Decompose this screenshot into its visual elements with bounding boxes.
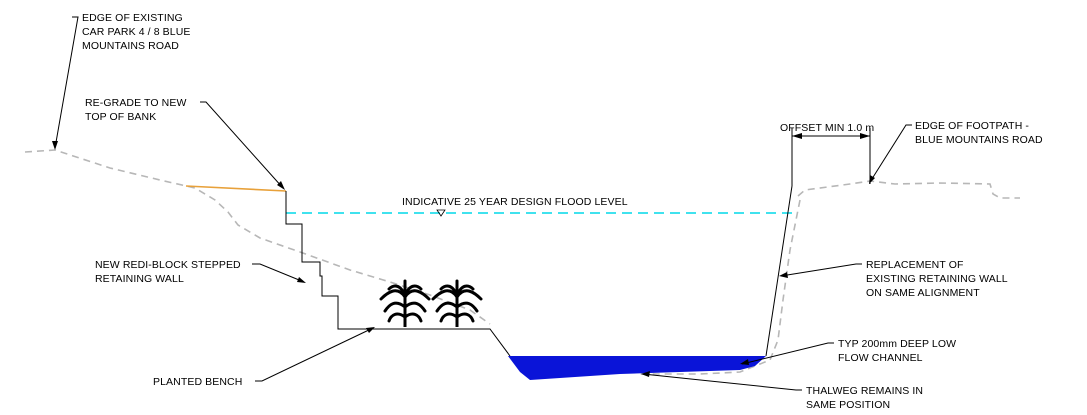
low-flow-label: TYP 200mm DEEP LOW FLOW CHANNEL bbox=[838, 338, 959, 364]
replacement-label: REPLACEMENT OF EXISTING RETAINING WALL O… bbox=[866, 259, 1010, 299]
plant-icon bbox=[379, 279, 431, 327]
car-park-label: EDGE OF EXISTING CAR PARK 4 / 8 BLUE MOU… bbox=[82, 12, 194, 52]
stepped-retaining-wall bbox=[285, 191, 511, 357]
offset-label: OFFSET MIN 1.0 m bbox=[780, 122, 874, 134]
thalweg-label: THALWEG REMAINS IN SAME POSITION bbox=[806, 385, 926, 411]
low-flow-channel bbox=[508, 356, 766, 380]
offset-dimension bbox=[791, 128, 871, 186]
flood-level-label: INDICATIVE 25 YEAR DESIGN FLOOD LEVEL bbox=[402, 196, 628, 208]
existing-ground-left bbox=[24, 149, 491, 325]
retaining-wall-label: NEW REDI-BLOCK STEPPED RETAINING WALL bbox=[95, 259, 244, 285]
planted-bench-label: PLANTED BENCH bbox=[153, 376, 242, 388]
regrade-label: RE-GRADE TO NEW TOP OF BANK bbox=[85, 97, 190, 123]
existing-channel-bed bbox=[640, 199, 801, 375]
footpath-label: EDGE OF FOOTPATH - BLUE MOUNTAINS ROAD bbox=[915, 120, 1043, 146]
regrade-line bbox=[185, 185, 287, 192]
flood-level-marker bbox=[436, 209, 446, 217]
plant-icon bbox=[431, 279, 483, 327]
leader-lines bbox=[52, 16, 912, 391]
replacement-retaining-wall bbox=[765, 185, 793, 357]
existing-ground-right bbox=[797, 180, 1020, 199]
